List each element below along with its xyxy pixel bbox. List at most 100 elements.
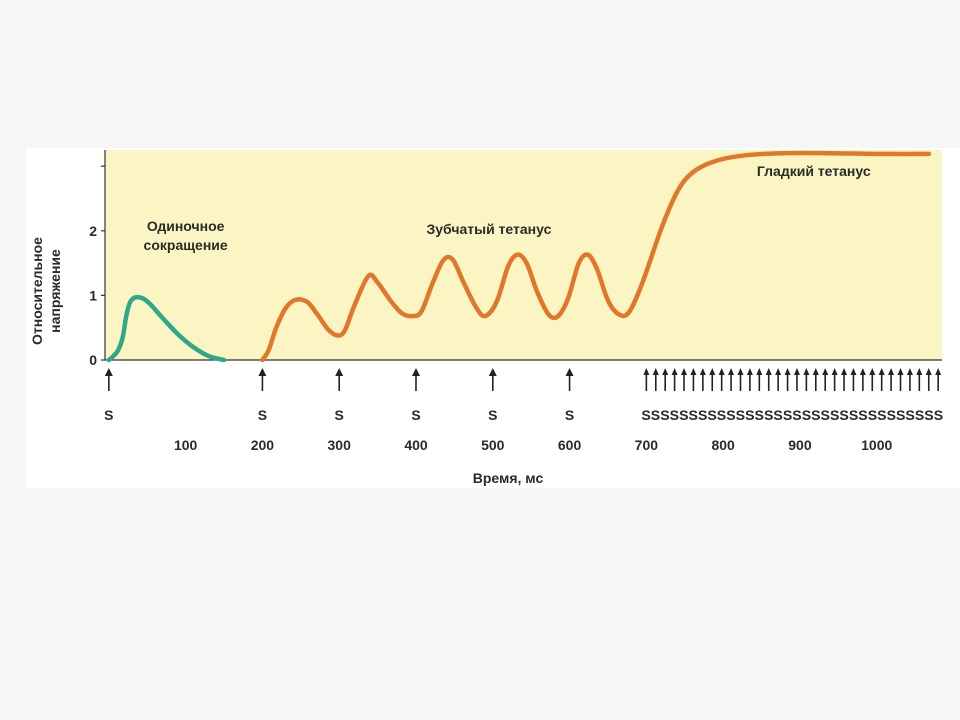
train-label: SSSSSSSSSSSSSSSSSSSSSSSSSSSSSSSS — [641, 407, 943, 423]
stimulus-arrow — [488, 368, 497, 391]
arrow-head — [565, 368, 574, 376]
arrow-head — [104, 368, 113, 376]
y-tick-label: 0 — [89, 352, 97, 368]
train-arrow — [765, 368, 772, 391]
train-arrow — [906, 368, 913, 391]
arrow-head — [737, 368, 744, 375]
annotation-line: Зубчатый тетанус — [427, 221, 552, 237]
y-axis-label-line: напряжение — [47, 249, 63, 333]
stimulus-arrow — [411, 368, 420, 391]
y-axis: 0 1 2 — [89, 150, 106, 368]
y-tick-label: 2 — [89, 223, 97, 239]
arrow-head — [681, 368, 688, 375]
arrow-head — [822, 368, 829, 375]
stimulus-arrow — [565, 368, 574, 391]
train-arrow — [746, 368, 753, 391]
arrow-head — [488, 368, 497, 376]
train-arrow — [652, 368, 659, 391]
arrow-head — [906, 368, 913, 375]
stimulus-label: S — [335, 407, 344, 423]
y-tick-label: 1 — [89, 287, 97, 303]
muscle-contraction-chart: 0 1 2 100 200 300 400 500 600 700 800 900 1000 Один… — [29, 150, 943, 486]
train-arrow — [737, 368, 744, 391]
arrow-head — [699, 368, 706, 375]
arrow-head — [652, 368, 659, 375]
stimulus-label: S — [565, 407, 574, 423]
arrow-head — [916, 368, 923, 375]
stimulus-arrow — [335, 368, 344, 391]
stimulus-label: S — [258, 407, 267, 423]
arrow-head — [831, 368, 838, 375]
train-arrow — [718, 368, 725, 391]
train-arrow — [699, 368, 706, 391]
arrow-head — [775, 368, 782, 375]
stimulus-label: S — [411, 407, 420, 423]
arrow-head — [671, 368, 678, 375]
arrow-head — [869, 368, 876, 375]
arrow-head — [841, 368, 848, 375]
x-tick-label: 600 — [558, 437, 582, 453]
arrow-head — [765, 368, 772, 375]
x-tick-label: 800 — [711, 437, 735, 453]
stimulus-arrow — [104, 368, 113, 391]
x-axis-label: Время, мс — [473, 470, 544, 486]
annotation-0: Одиночное сокращение — [144, 218, 228, 253]
train-arrow — [728, 368, 735, 391]
train-arrow — [756, 368, 763, 391]
arrow-head — [709, 368, 716, 375]
train-arrow — [841, 368, 848, 391]
x-tick-label: 500 — [481, 437, 505, 453]
train-arrow — [822, 368, 829, 391]
train-arrow — [831, 368, 838, 391]
train-arrow — [935, 368, 942, 391]
x-axis: 100 200 300 400 500 600 700 800 900 1000 — [105, 359, 942, 453]
train-arrow — [803, 368, 810, 391]
train-arrow — [784, 368, 791, 391]
x-tick-label: 300 — [328, 437, 352, 453]
annotations: Одиночное сокращение Зубчатый тетанус Гладк… — [144, 163, 871, 253]
x-tick-label: 200 — [251, 437, 275, 453]
y-axis-label-line: Относительное — [29, 237, 45, 345]
train-arrow — [869, 368, 876, 391]
arrow-head — [850, 368, 857, 375]
train-arrow — [643, 368, 650, 391]
train-arrow — [888, 368, 895, 391]
arrow-head — [897, 368, 904, 375]
stimuli: S S S S S S SSSSSSSSSSSSSSSSSSSSSSSSSSSSSSSS — [104, 368, 943, 423]
annotation-1: Зубчатый тетанус — [427, 221, 552, 237]
arrow-head — [411, 368, 420, 376]
arrow-head — [812, 368, 819, 375]
arrow-head — [803, 368, 810, 375]
series-line-1 — [260, 150, 932, 363]
x-tick-label: 1000 — [861, 437, 892, 453]
train-arrow — [662, 368, 669, 391]
arrow-head — [859, 368, 866, 375]
arrow-head — [756, 368, 763, 375]
train-arrow — [878, 368, 885, 391]
arrow-head — [878, 368, 885, 375]
train-arrow — [671, 368, 678, 391]
train-arrow — [690, 368, 697, 391]
train-arrow — [812, 368, 819, 391]
train-arrow — [709, 368, 716, 391]
arrow-head — [888, 368, 895, 375]
arrow-head — [690, 368, 697, 375]
x-tick-label: 100 — [174, 437, 198, 453]
arrow-head — [925, 368, 932, 375]
y-axis-label: Относительное напряжение — [29, 237, 63, 345]
stimulus-label: S — [104, 407, 113, 423]
arrow-head — [718, 368, 725, 375]
arrow-head — [335, 368, 344, 376]
arrow-head — [746, 368, 753, 375]
arrow-head — [258, 368, 267, 376]
train-arrow — [859, 368, 866, 391]
train-arrow — [916, 368, 923, 391]
arrow-head — [728, 368, 735, 375]
x-tick-label: 700 — [635, 437, 659, 453]
arrow-head — [784, 368, 791, 375]
stimulus-label: S — [488, 407, 497, 423]
x-tick-label: 400 — [404, 437, 428, 453]
train-arrow — [793, 368, 800, 391]
train-arrow — [897, 368, 904, 391]
